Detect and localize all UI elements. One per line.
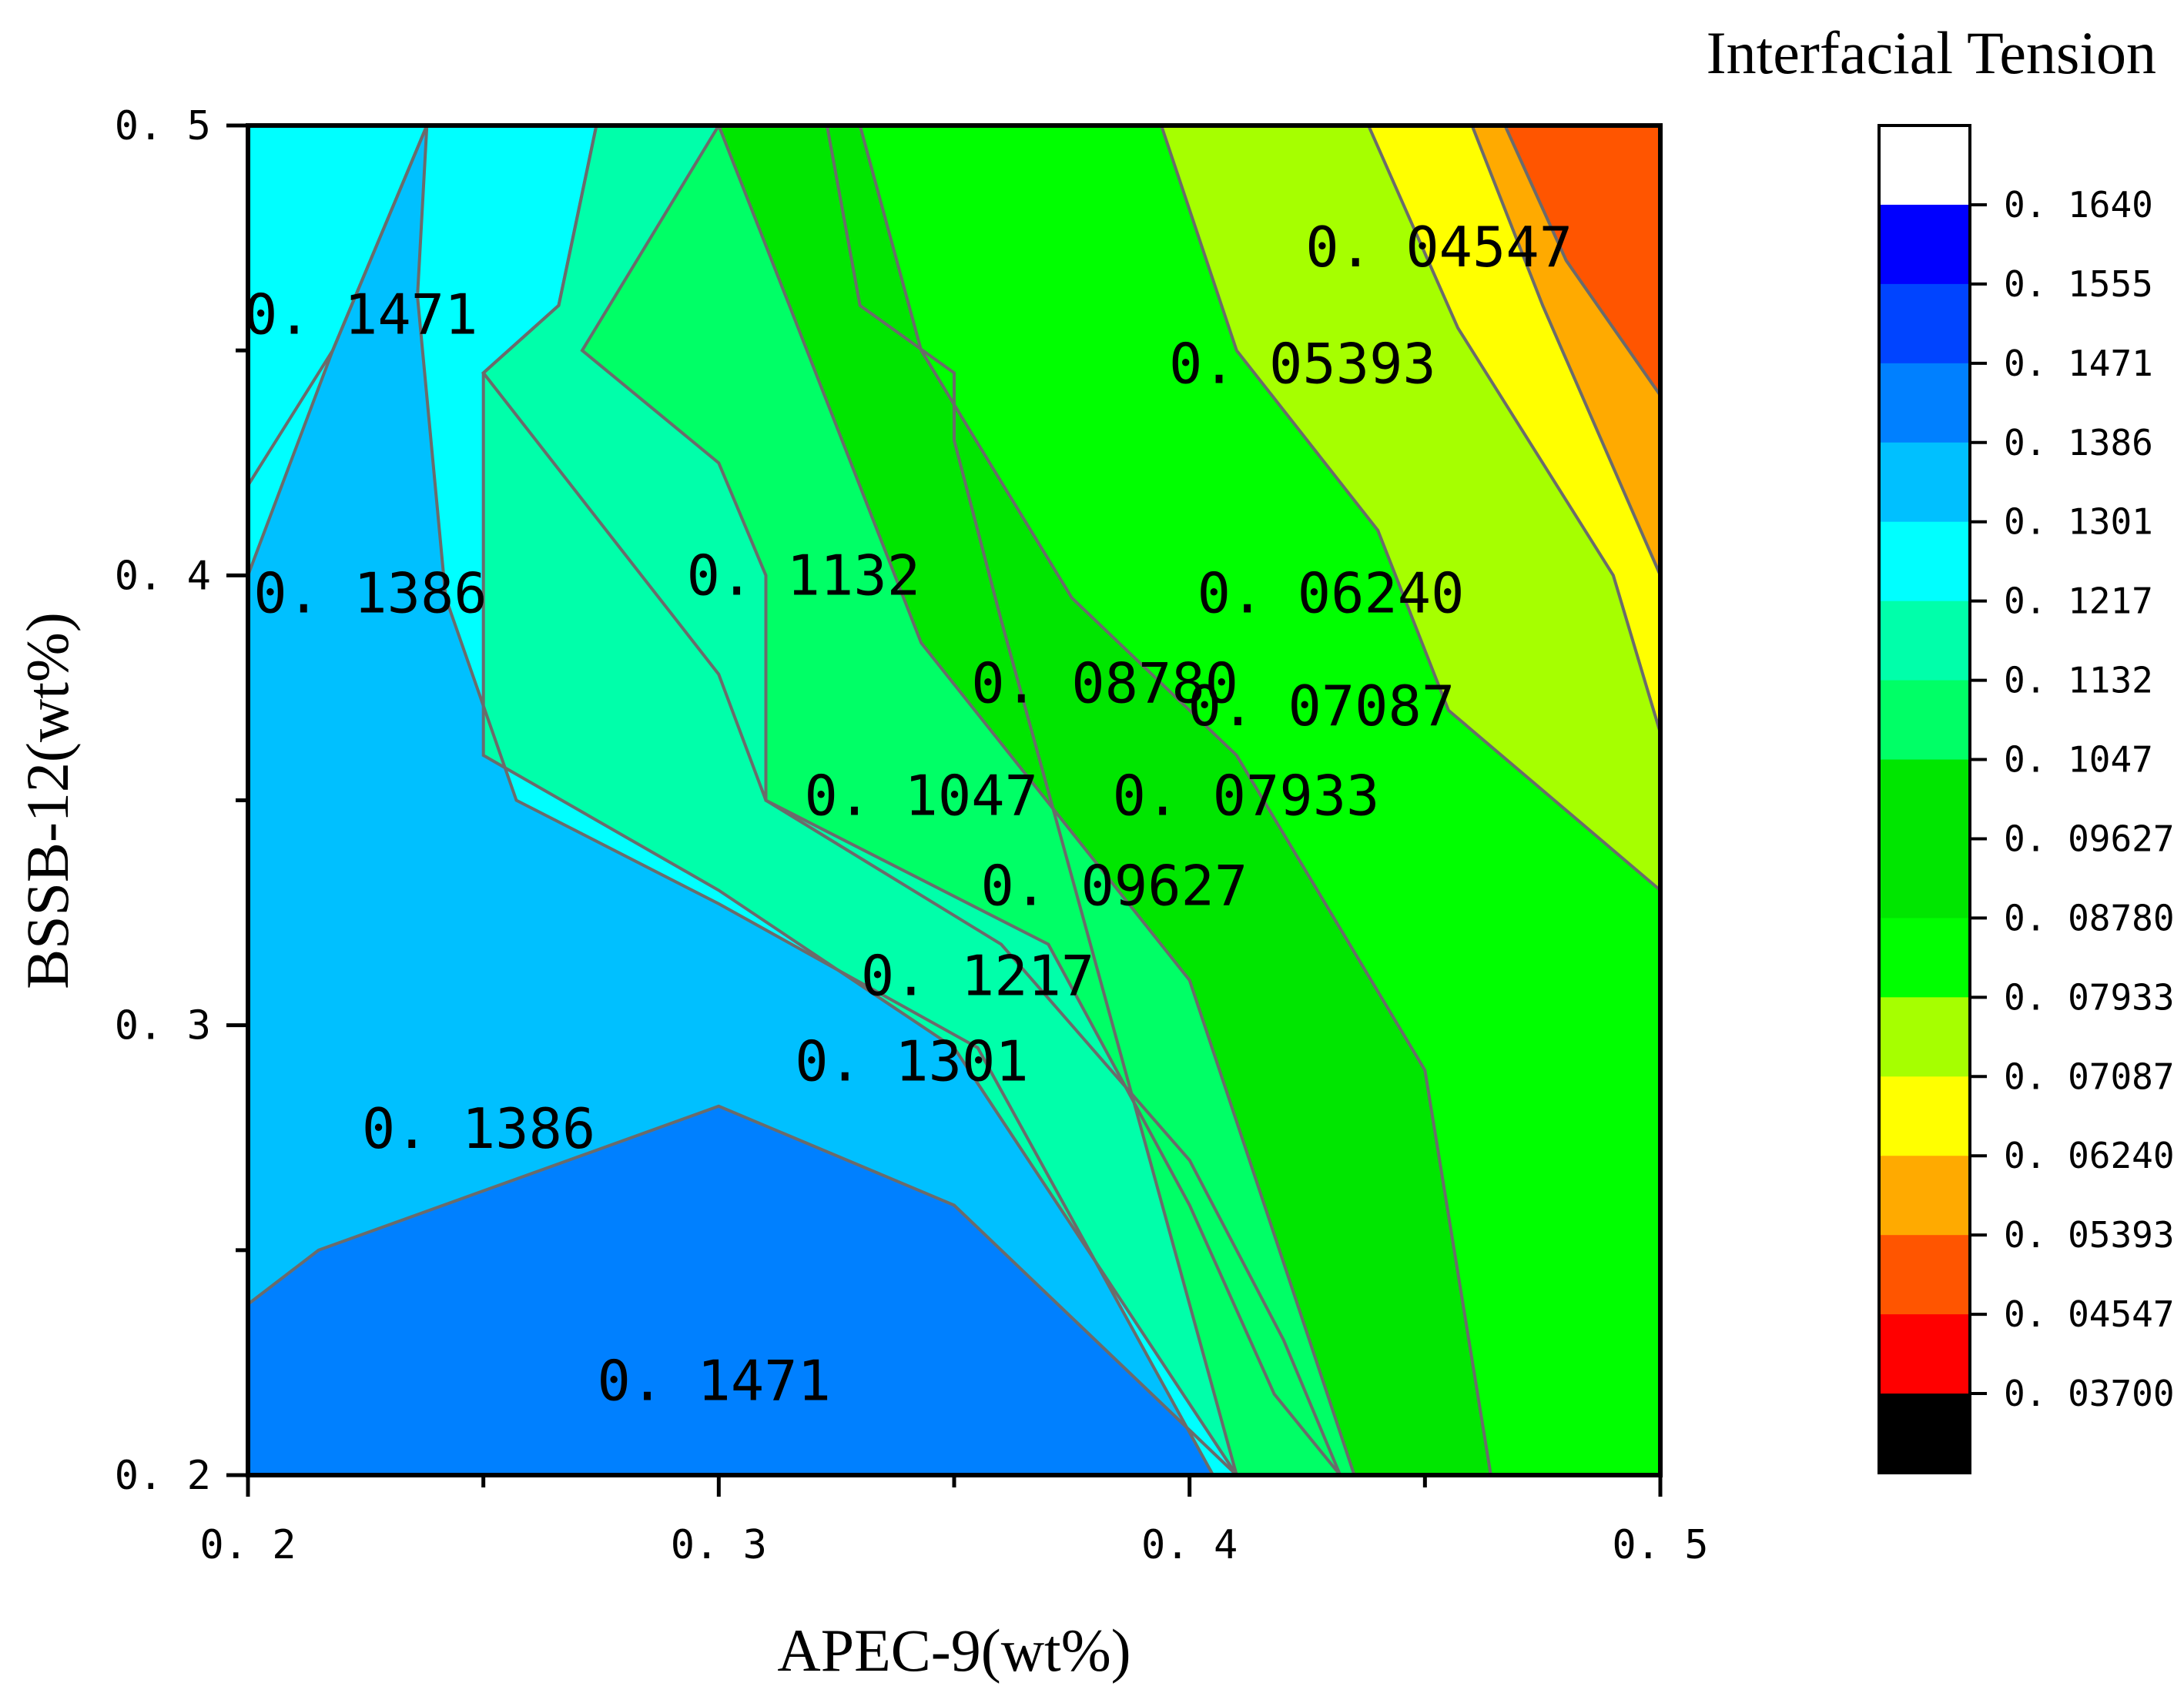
contour-label: 0. 04547 — [1305, 215, 1573, 279]
contour-line — [717, 125, 1660, 1475]
contour-line — [481, 125, 1660, 1475]
colorbar-segment — [1879, 1314, 1970, 1394]
colorbar-label: 0. 07933 — [2004, 976, 2175, 1018]
colorbar-segment — [1879, 283, 1970, 364]
colorbar-label: 0. 03700 — [2004, 1373, 2175, 1414]
contour-label: 0. 07933 — [1113, 764, 1380, 828]
contour-label: 0. 09627 — [980, 854, 1248, 918]
colorbar-title: Interfacial Tension — [1707, 19, 2156, 86]
colorbar-segment — [1879, 918, 1970, 998]
contour-line — [248, 125, 1660, 1475]
y-axis-title: BSSB-12(wt%) — [14, 612, 81, 989]
contour-label: 0. 1386 — [253, 561, 487, 626]
colorbar-segment — [1879, 759, 1970, 839]
contour-label: 0. 1471 — [244, 282, 477, 346]
y-tick-label: 0. 5 — [115, 103, 211, 149]
colorbar-label: 0. 1301 — [2004, 501, 2153, 543]
x-tick-label: 0. 3 — [671, 1522, 767, 1568]
contour-label: 0. 1217 — [861, 943, 1094, 1008]
colorbar-segment — [1879, 1235, 1970, 1315]
colorbar-segment — [1879, 125, 1970, 205]
colorbar-segment — [1879, 680, 1970, 761]
colorbar-segment — [1879, 1076, 1970, 1156]
x-axis: 0. 2 0. 3 0. 4 0. 5 — [199, 1475, 1709, 1568]
colorbar-segment — [1879, 601, 1970, 681]
contour-labels: 0. 04547 0. 05393 0. 1471 0. 1386 0. 1132 0. … — [244, 215, 1573, 1414]
contour-label: 0. 1132 — [687, 543, 920, 607]
colorbar-segment — [1879, 363, 1970, 443]
contour-line — [825, 125, 1660, 1475]
y-tick-label: 0. 4 — [115, 553, 211, 599]
contour-band — [1505, 125, 1660, 396]
colorbar-label: 0. 06240 — [2004, 1135, 2175, 1176]
contour-line — [1366, 125, 1660, 734]
colorbar-label: 0. 09627 — [2004, 818, 2175, 859]
x-tick-label: 0. 2 — [199, 1522, 296, 1568]
contour-bands — [248, 125, 1660, 1475]
y-axis: 0. 2 0. 3 0. 4 0. 5 — [115, 103, 248, 1499]
contour-line — [1470, 125, 1660, 577]
colorbar-segment — [1879, 521, 1970, 602]
contour-line — [1159, 125, 1660, 893]
contour-label: 0. 1047 — [804, 764, 1037, 828]
x-axis-title: APEC-9(wt%) — [777, 1617, 1131, 1684]
colorbar-label: 0. 07087 — [2004, 1056, 2175, 1097]
y-tick-label: 0. 3 — [115, 1003, 211, 1049]
colorbar-frame — [1878, 124, 1971, 1474]
colorbar-segment — [1879, 838, 1970, 918]
colorbar-segment — [1879, 442, 1970, 523]
y-tick-label: 0. 2 — [115, 1453, 211, 1499]
colorbar-label: 0. 1640 — [2004, 184, 2153, 226]
contour-label: 0. 06240 — [1198, 561, 1465, 626]
x-tick-label: 0. 5 — [1612, 1522, 1708, 1568]
x-tick-label: 0. 4 — [1141, 1522, 1238, 1568]
colorbar-label: 0. 04547 — [2004, 1293, 2175, 1335]
colorbar-label: 0. 1555 — [2004, 263, 2153, 305]
colorbar-label: 0. 05393 — [2004, 1214, 2175, 1256]
colorbar-label: 0. 1386 — [2004, 422, 2153, 463]
contour-lines — [248, 125, 1660, 1475]
colorbar-label: 0. 1047 — [2004, 739, 2153, 781]
colorbar-segment — [1879, 1394, 1970, 1474]
contour-line — [580, 125, 1660, 1475]
colorbar-label: 0. 1217 — [2004, 581, 2153, 622]
colorbar-segment — [1879, 1156, 1970, 1236]
colorbar-label: 0. 1132 — [2004, 660, 2153, 701]
contour-line — [1503, 125, 1660, 399]
contour-line — [248, 125, 429, 765]
colorbar-label: 0. 08780 — [2004, 897, 2175, 939]
contour-band — [248, 125, 427, 765]
contour-label: 0. 08780 — [971, 651, 1238, 716]
contour-label: 0. 1301 — [795, 1029, 1028, 1093]
contour-label: 0. 1386 — [362, 1096, 595, 1161]
contour-label: 0. 05393 — [1169, 332, 1436, 396]
contour-label: 0. 07087 — [1187, 674, 1455, 738]
colorbar-segment — [1879, 204, 1970, 285]
colorbar-label: 0. 1471 — [2004, 343, 2153, 384]
colorbar: 0. 1640 0. 1555 0. 1471 0. 1386 0. 1301 0. 12… — [1878, 124, 2175, 1474]
contour-label: 0. 1471 — [598, 1348, 831, 1413]
colorbar-segment — [1879, 997, 1970, 1077]
contour-line — [858, 125, 1660, 1475]
